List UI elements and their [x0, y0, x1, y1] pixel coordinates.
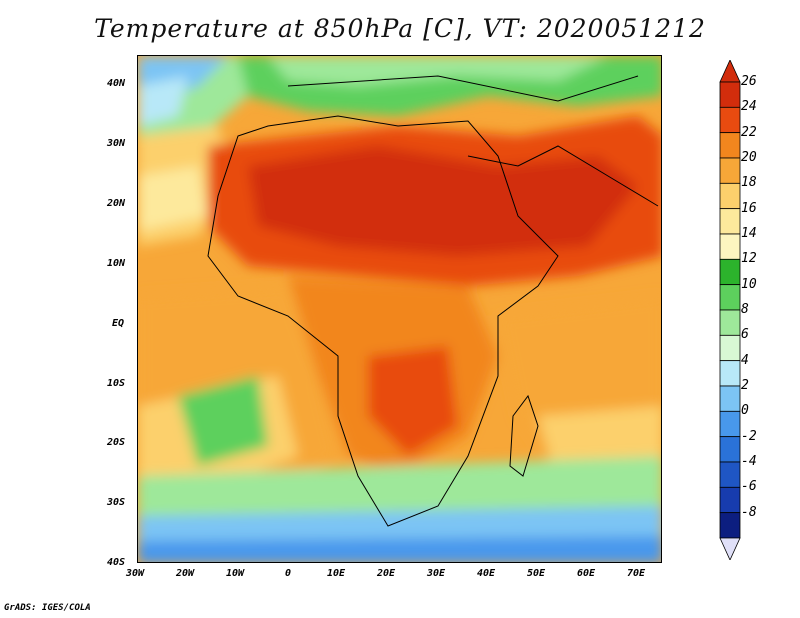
- colorbar-swatch: [719, 106, 741, 134]
- colorbar-swatch: [719, 233, 741, 260]
- colorbar-swatch: [719, 360, 741, 387]
- colorbar-swatch: [719, 258, 741, 286]
- colorbar-swatch: [719, 461, 741, 488]
- lat-label: 40N: [107, 78, 126, 89]
- colorbar-label: -6: [741, 479, 757, 495]
- colorbar-swatch: [719, 132, 741, 159]
- temperature-map: [137, 55, 662, 563]
- lat-label: 10S: [107, 378, 126, 389]
- colorbar-swatch: [719, 334, 741, 362]
- colorbar-label: 26: [741, 74, 757, 89]
- colorbar-label: 14: [741, 226, 757, 241]
- colorbar-swatch: [719, 284, 741, 311]
- colorbar-label: 0: [741, 403, 749, 419]
- lat-label: 10N: [107, 258, 126, 269]
- colorbar-swatch: [719, 157, 741, 184]
- colorbar-swatch: [719, 81, 741, 108]
- colorbar-label: 4: [741, 352, 749, 368]
- lon-label: 10W: [226, 568, 245, 579]
- map-canvas: [138, 56, 661, 562]
- lat-label: 30S: [107, 497, 126, 508]
- lon-label: 40E: [477, 568, 496, 579]
- colorbar-swatch: [719, 208, 741, 235]
- lat-label: 20S: [107, 437, 126, 448]
- lon-label: 10E: [327, 568, 346, 579]
- lat-label: 30N: [107, 138, 126, 149]
- lon-label: 0: [285, 568, 292, 579]
- colorbar-label: 8: [741, 302, 749, 317]
- colorbar-label: 12: [741, 251, 757, 267]
- colorbar-swatch: [719, 512, 741, 539]
- lon-label: 50E: [527, 568, 546, 579]
- colorbar-label: -2: [741, 428, 757, 444]
- colorbar-swatch: [719, 309, 741, 336]
- colorbar-label: -4: [741, 454, 757, 469]
- colorbar-label: 24: [741, 99, 757, 115]
- lat-label: 40S: [107, 557, 126, 568]
- chart-title: Temperature at 850hPa [C], VT: 202005121…: [94, 14, 706, 43]
- colorbar-swatch: [719, 486, 741, 514]
- colorbar-swatch: [719, 385, 741, 412]
- colorbar-label: -8: [741, 504, 757, 520]
- colorbar-bottom-arrow: [719, 537, 741, 560]
- colorbar-label: 22: [741, 124, 757, 140]
- colorbar: [719, 60, 741, 560]
- colorbar-label: 2: [741, 378, 749, 393]
- colorbar-label: 16: [741, 200, 757, 216]
- lon-label: 20E: [377, 568, 396, 579]
- lon-label: 20W: [176, 568, 195, 579]
- colorbar-swatch: [719, 410, 741, 438]
- coastlines: [207, 75, 659, 527]
- colorbar-label: 18: [741, 175, 757, 191]
- colorbar-label: 20: [741, 150, 757, 165]
- colorbar-swatch: [719, 182, 741, 210]
- colorbar-top-arrow: [719, 60, 741, 83]
- lon-label: 60E: [577, 568, 596, 579]
- lon-label: 30W: [126, 568, 145, 579]
- lat-label: 20N: [107, 198, 126, 209]
- lat-label: EQ: [112, 318, 125, 329]
- lon-label: 70E: [627, 568, 646, 579]
- colorbar-swatch: [719, 436, 741, 463]
- colorbar-label: 6: [741, 327, 749, 343]
- colorbar-label: 10: [741, 276, 757, 292]
- lon-label: 30E: [427, 568, 446, 579]
- credit-text: GrADS: IGES/COLA: [4, 603, 91, 613]
